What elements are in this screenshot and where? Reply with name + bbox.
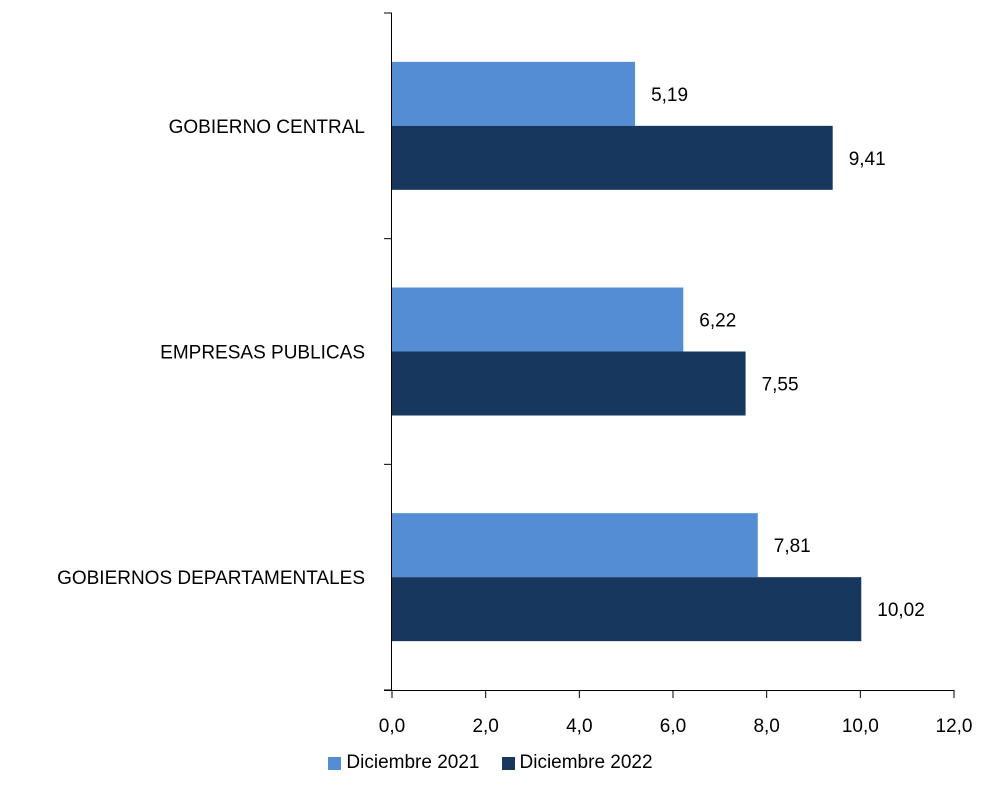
category-label-1: EMPRESAS PUBLICAS — [160, 343, 365, 364]
data-label-2022-cat-0: 9,41 — [849, 149, 886, 170]
x-tick-label-6: 12,0 — [936, 716, 973, 737]
bar-2022-cat-2 — [392, 577, 862, 642]
x-tick-label-4: 8,0 — [753, 716, 779, 737]
bar-2021-cat-2 — [392, 513, 758, 578]
bar-2021-cat-1 — [392, 287, 684, 352]
data-label-2022-cat-2: 10,02 — [877, 600, 925, 621]
category-label-2: GOBIERNOS DEPARTAMENTALES — [57, 568, 365, 589]
x-tick-label-0: 0,0 — [379, 716, 405, 737]
bar-chart: 5,19 9,41 GOBIERNO CENTRAL 6,22 7,55 EMPRESAS… — [57, 12, 973, 737]
bar-2022-cat-1 — [392, 351, 746, 416]
data-label-2021-cat-1: 6,22 — [699, 311, 736, 332]
legend-item-2022: Diciembre 2022 — [501, 752, 653, 774]
legend: Diciembre 2021 Diciembre 2022 — [0, 752, 981, 774]
data-label-2021-cat-0: 5,19 — [651, 85, 688, 106]
bar-2022-cat-0 — [392, 125, 833, 190]
legend-swatch-2022 — [501, 756, 515, 770]
x-tick-label-2: 4,0 — [566, 716, 592, 737]
data-label-2021-cat-2: 7,81 — [774, 536, 811, 557]
legend-swatch-2021 — [328, 756, 342, 770]
x-tick-label-1: 2,0 — [472, 716, 498, 737]
legend-label-2022: Diciembre 2022 — [519, 752, 653, 773]
x-tick-label-3: 6,0 — [660, 716, 686, 737]
x-tick-label-5: 10,0 — [842, 716, 879, 737]
legend-label-2021: Diciembre 2021 — [346, 752, 480, 773]
legend-item-2021: Diciembre 2021 — [328, 752, 480, 774]
category-label-0: GOBIERNO CENTRAL — [169, 117, 365, 138]
bar-2021-cat-0 — [392, 61, 636, 126]
data-label-2022-cat-1: 7,55 — [762, 375, 799, 396]
